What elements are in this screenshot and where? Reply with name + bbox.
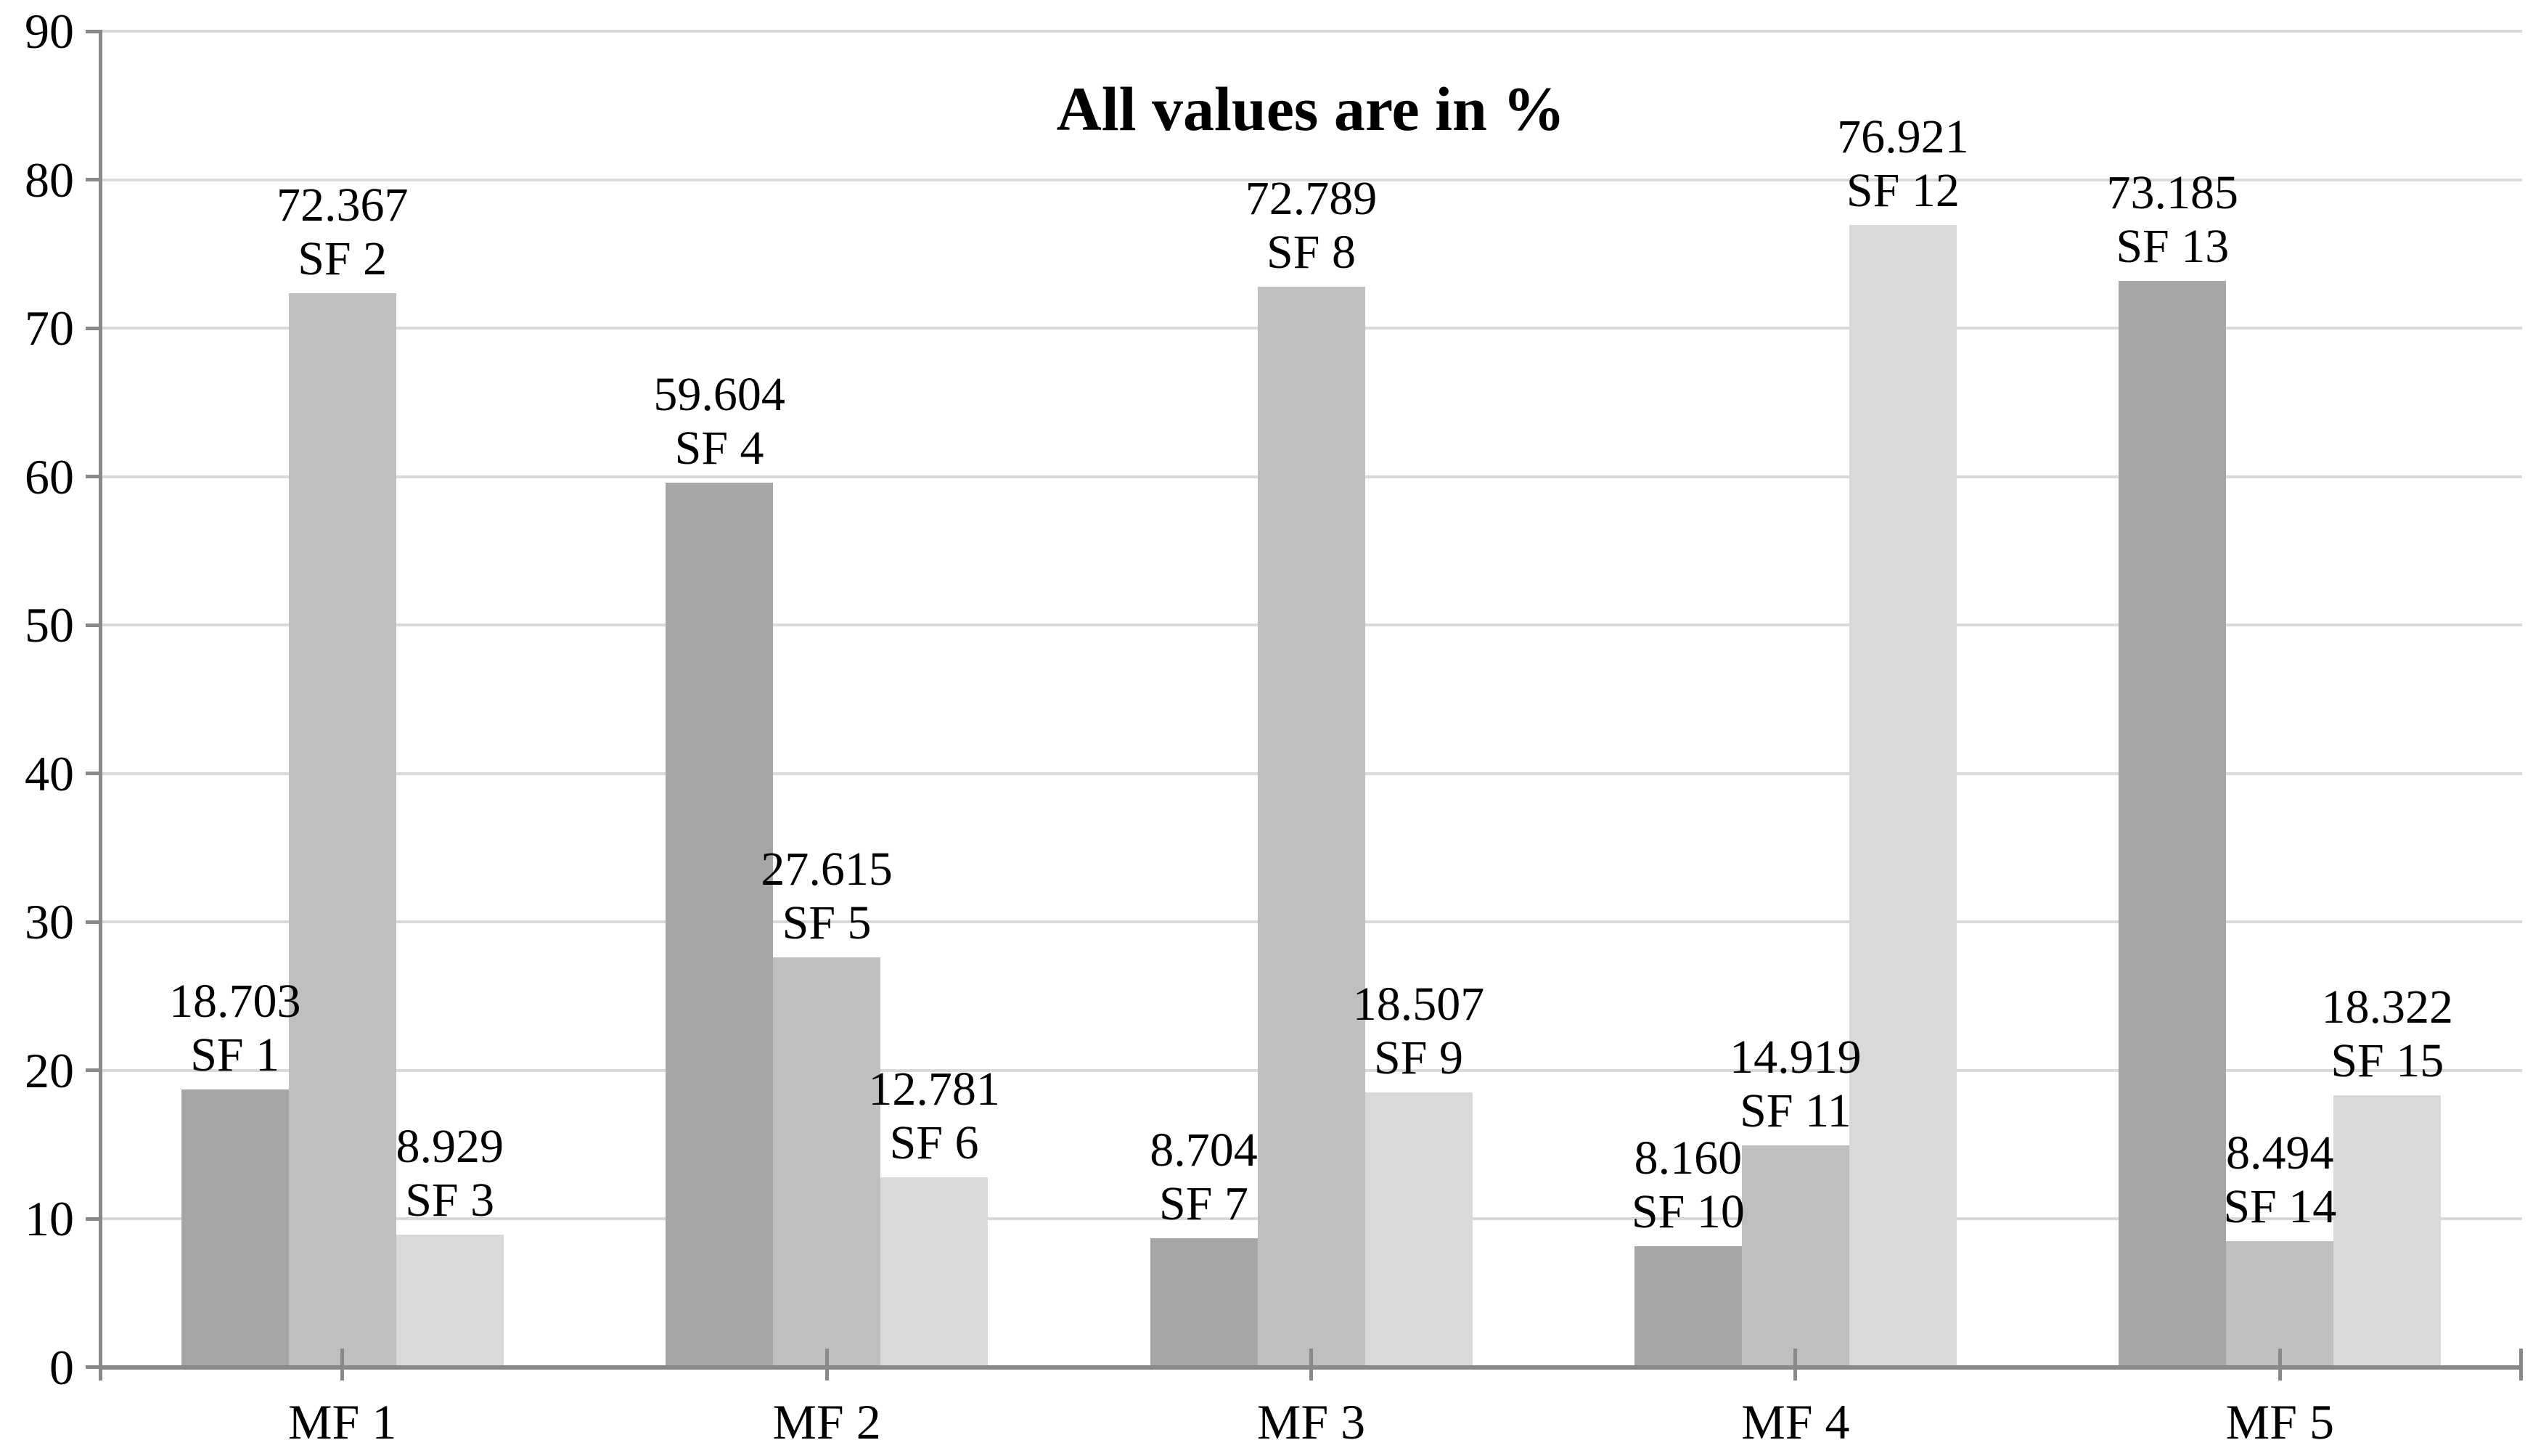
gridline (100, 178, 2522, 181)
y-axis-tick (86, 1216, 100, 1221)
x-axis-category-label: MF 2 (772, 1394, 881, 1449)
bar-sf-label: SF 12 (1846, 164, 1960, 218)
bar (666, 482, 774, 1367)
y-axis-tick (86, 178, 100, 181)
x-axis-category-label: MF 1 (288, 1394, 397, 1449)
bar-data-label: 18.322 SF 15 (2322, 981, 2454, 1088)
bar-value-label: 73.185 (2106, 165, 2239, 219)
bar-sf-label: SF 10 (1631, 1185, 1745, 1238)
bar-sf-label: SF 7 (1159, 1177, 1248, 1230)
y-axis-tick (86, 29, 100, 33)
y-axis-tick (86, 623, 100, 627)
bar-data-label: 12.781 SF 6 (868, 1063, 1000, 1170)
bar (773, 957, 881, 1367)
y-axis-tick (86, 475, 100, 478)
bar-value-label: 18.322 (2321, 980, 2454, 1034)
bar-value-label: 8.929 (396, 1119, 504, 1173)
y-axis-tick (86, 1068, 100, 1072)
bar-sf-label: SF 14 (2223, 1179, 2337, 1233)
bar-data-label: 18.507 SF 9 (1353, 978, 1485, 1085)
y-axis-tick-label: 20 (25, 1042, 74, 1098)
x-axis-tick (824, 1349, 829, 1381)
bar (2333, 1095, 2442, 1367)
bar-data-label: 8.494 SF 14 (2223, 1126, 2336, 1234)
bar-sf-label: SF 6 (889, 1116, 979, 1170)
x-axis-tick (2278, 1349, 2282, 1381)
y-axis-tick-label: 50 (25, 597, 74, 653)
bar (181, 1089, 289, 1367)
y-axis-tick-label: 60 (25, 449, 74, 504)
bar-data-label: 27.615 SF 5 (761, 843, 893, 950)
x-axis-category-label: MF 5 (2225, 1394, 2334, 1449)
y-axis-tick (86, 1365, 100, 1369)
bar (396, 1234, 504, 1367)
bar-value-label: 18.507 (1352, 978, 1485, 1031)
x-axis-tick (1793, 1349, 1798, 1381)
y-axis-tick-label: 0 (49, 1339, 74, 1395)
bar-data-label: 18.703 SF 1 (169, 975, 301, 1082)
bar (1257, 286, 1365, 1367)
bar-value-label: 8.160 (1634, 1131, 1743, 1185)
bar-sf-label: SF 1 (190, 1028, 280, 1082)
y-axis-tick-label: 70 (25, 300, 74, 356)
x-axis-end-tick (2519, 1349, 2523, 1381)
bar-value-label: 72.789 (1245, 171, 1378, 225)
bar-data-label: 59.604 SF 4 (653, 368, 785, 475)
y-axis-tick-label: 10 (25, 1191, 74, 1246)
bar-sf-label: SF 4 (674, 421, 764, 475)
bar-data-label: 8.160 SF 10 (1632, 1132, 1745, 1239)
bar-value-label: 76.921 (1837, 110, 1969, 164)
bar-data-label: 14.919 SF 11 (1730, 1031, 1862, 1138)
bar (288, 293, 396, 1367)
bar-sf-label: SF 11 (1740, 1084, 1851, 1138)
gridline (100, 30, 2522, 33)
bar-data-label: 76.921 SF 12 (1837, 110, 1969, 218)
bar-value-label: 59.604 (653, 367, 785, 421)
bar (1150, 1238, 1258, 1367)
y-axis-tick (86, 326, 100, 330)
y-axis-tick (86, 920, 100, 924)
y-axis-tick (86, 772, 100, 775)
x-axis-tick (1309, 1349, 1313, 1381)
bar-sf-label: SF 5 (782, 896, 872, 949)
bar-value-label: 12.781 (868, 1063, 1000, 1116)
y-axis-tick-label: 90 (25, 4, 74, 59)
bar (1634, 1246, 1742, 1367)
bar-sf-label: SF 2 (298, 232, 388, 285)
bar (1741, 1145, 1849, 1367)
bar-sf-label: SF 13 (2116, 219, 2230, 273)
bar-data-label: 73.185 SF 13 (2107, 166, 2239, 274)
bar (2226, 1240, 2334, 1367)
bar-value-label: 18.703 (168, 975, 301, 1028)
y-axis-tick-label: 40 (25, 745, 74, 801)
bar-data-label: 72.789 SF 8 (1245, 172, 1378, 279)
bar (1849, 225, 1957, 1367)
chart-title: All values are in % (1056, 74, 1566, 144)
bar-value-label: 8.494 (2226, 1126, 2334, 1179)
bar-data-label: 8.704 SF 7 (1150, 1124, 1258, 1231)
x-axis-category-label: MF 4 (1741, 1394, 1850, 1449)
bar (1364, 1092, 1473, 1367)
bar-value-label: 14.919 (1730, 1031, 1862, 1084)
y-axis (99, 30, 102, 1381)
bar-data-label: 8.929 SF 3 (396, 1120, 504, 1227)
bar-data-label: 72.367 SF 2 (277, 179, 409, 286)
bar-sf-label: SF 9 (1374, 1031, 1463, 1085)
x-axis-tick (340, 1349, 345, 1381)
y-axis-tick-label: 30 (25, 894, 74, 949)
bar (880, 1177, 989, 1367)
bar-sf-label: SF 8 (1266, 225, 1356, 279)
bar (2119, 280, 2227, 1367)
bar-sf-label: SF 3 (405, 1173, 495, 1227)
bar-sf-label: SF 15 (2331, 1034, 2444, 1087)
bar-value-label: 27.615 (761, 842, 893, 896)
bar-value-label: 72.367 (276, 178, 409, 232)
bar-value-label: 8.704 (1150, 1123, 1258, 1177)
x-axis-category-label: MF 3 (1256, 1394, 1366, 1449)
y-axis-tick-label: 80 (25, 152, 74, 208)
